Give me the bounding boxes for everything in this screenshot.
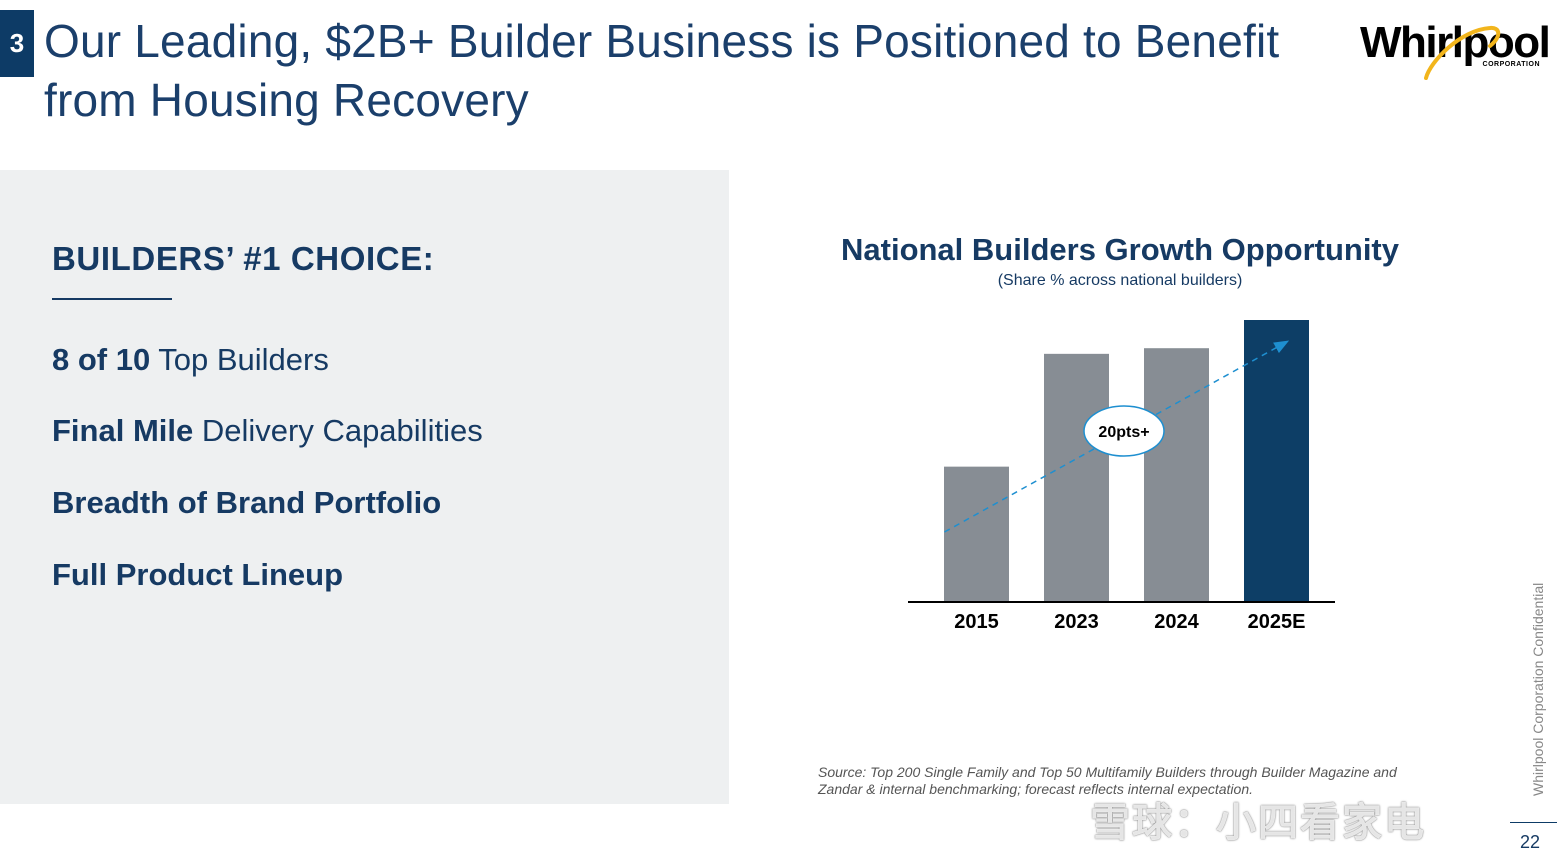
whirlpool-logo: Whirlpool CORPORATION xyxy=(1360,14,1551,82)
feature-item: Final Mile Delivery Capabilities xyxy=(52,413,483,449)
bar-chart: 2015 2023 2024 2025E 20pts+ xyxy=(908,320,1335,633)
page-number: 22 xyxy=(1520,832,1541,852)
x-tick-label: 2025E xyxy=(1248,611,1306,633)
x-tick-label: 2023 xyxy=(1054,611,1099,633)
page-title-line-2: from Housing Recovery xyxy=(44,74,529,126)
feature-item: Breadth of Brand Portfolio xyxy=(52,485,441,521)
feature-item-bold: Final Mile xyxy=(52,413,194,448)
bar-2023 xyxy=(1044,353,1109,602)
annotation-bubble xyxy=(1083,405,1165,457)
logo-swoosh-icon xyxy=(1424,25,1501,80)
x-tick-label: 2015 xyxy=(954,611,999,633)
page-title: Our Leading, $2B+ Builder Business is Po… xyxy=(44,12,1344,130)
panel-heading: BUILDERS’ #1 CHOICE: xyxy=(52,240,435,277)
heading-underline xyxy=(52,298,172,300)
chart-subtitle: (Share % across national builders) xyxy=(997,272,1243,289)
feature-item-bold: 8 of 10 xyxy=(52,342,151,377)
feature-item-bold: Breadth of Brand Portfolio xyxy=(52,485,442,520)
footer-rule xyxy=(1510,822,1557,823)
source-note: Source: Top 200 Single Family and Top 50… xyxy=(818,764,1397,797)
bar-2025E xyxy=(1244,320,1309,602)
annotation-label: 20pts+ xyxy=(1098,424,1149,441)
section-number-badge: 3 xyxy=(0,10,34,77)
x-tick-label: 2024 xyxy=(1154,611,1199,633)
feature-item: Full Product Lineup xyxy=(52,557,343,593)
feature-item-bold: Full Product Lineup xyxy=(52,557,344,592)
chart-title: National Builders Growth Opportunity xyxy=(841,232,1399,267)
page-title-line-1: Our Leading, $2B+ Builder Business is Po… xyxy=(44,15,1280,67)
feature-item: 8 of 10 Top Builders xyxy=(52,342,329,378)
bar-2015 xyxy=(944,466,1009,602)
logo-subtitle: CORPORATION xyxy=(1482,61,1540,68)
confidential-label: Whirlpool Corporation Confidential xyxy=(1530,582,1546,796)
feature-item-rest: Top Builders xyxy=(150,342,329,377)
bar-2024 xyxy=(1144,348,1209,602)
features-panel: BUILDERS’ #1 CHOICE: 8 of 10 Top Builder… xyxy=(0,170,729,804)
watermark: 雪球：小四看家电 xyxy=(1090,800,1426,846)
feature-item-rest: Delivery Capabilities xyxy=(193,413,483,448)
